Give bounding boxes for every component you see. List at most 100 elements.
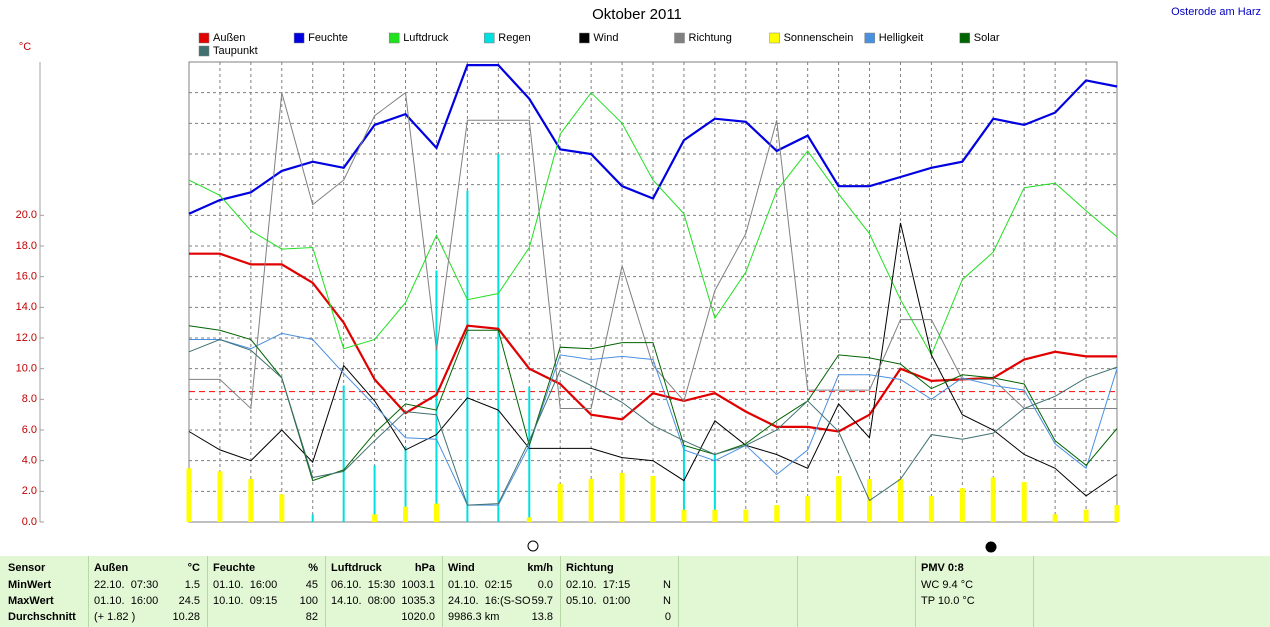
sun-bar	[897, 479, 903, 522]
sun-bar	[403, 506, 409, 522]
legend-label: Wind	[593, 32, 618, 44]
row-label: MaxWert	[8, 595, 54, 607]
y-tick-label: 16.0	[16, 271, 37, 283]
y-tick-label: 2.0	[22, 485, 37, 497]
cell-text: 24.10. 16:(S-SO	[448, 595, 531, 607]
legend-swatch	[864, 32, 875, 44]
series-line	[189, 332, 1118, 506]
y-tick-label: 18.0	[16, 240, 37, 252]
column-separator	[678, 556, 679, 627]
cell-value: 1020.0	[401, 611, 435, 623]
column-separator	[560, 556, 561, 627]
cell-value: 0	[664, 611, 671, 623]
cell-value: 45	[305, 579, 318, 591]
cell-value: 1035.3	[401, 595, 435, 607]
legend-swatch	[674, 32, 685, 44]
legend-swatch	[579, 32, 590, 44]
cell-value: 24.5	[178, 595, 200, 607]
sun-bar	[743, 509, 749, 522]
chart-title: Oktober 2011	[592, 6, 682, 23]
y-tick-label: 20.0	[16, 209, 37, 221]
cell-value: N	[663, 595, 671, 607]
sun-bar	[372, 514, 378, 522]
cell-value: °C	[187, 562, 200, 574]
rain-bar	[528, 387, 531, 522]
column-separator	[325, 556, 326, 627]
sun-bar	[712, 509, 718, 522]
legend-swatch	[959, 32, 971, 44]
sun-bar	[681, 509, 687, 522]
rain-bar	[466, 190, 469, 523]
series-line	[188, 338, 1118, 506]
sun-bar	[619, 472, 625, 522]
cell-text: 01.10. 16:00	[213, 579, 278, 591]
sun-bar	[588, 479, 594, 522]
rain-bar	[373, 465, 376, 522]
pmv-text: PMV 0:8	[921, 562, 964, 574]
location: Osterode am Harz	[1171, 6, 1261, 18]
sun-bar	[1052, 514, 1058, 522]
column-separator	[88, 556, 89, 627]
cell-value: 100	[299, 595, 318, 607]
y-tick-label: 8.0	[22, 393, 37, 405]
column-separator	[1033, 556, 1034, 627]
sun-bar	[990, 477, 996, 522]
column-separator	[207, 556, 208, 627]
series-line	[188, 325, 1118, 482]
legend-swatch	[198, 32, 210, 44]
legend-label: Regen	[498, 32, 530, 44]
legend-label: Feuchte	[308, 32, 348, 44]
rain-bar	[713, 454, 716, 522]
series-line	[188, 63, 1118, 215]
cell-value: 0.0	[537, 579, 553, 591]
sun-bar	[774, 505, 780, 522]
moon-new	[985, 541, 997, 553]
row-label: Sensor	[8, 562, 46, 574]
y-tick-label: 10.0	[16, 363, 37, 375]
cell-text: (+ 1.82 )	[94, 611, 136, 623]
legend-label: Luftdruck	[403, 32, 449, 44]
sun-bar	[1114, 505, 1120, 522]
cell-text: 14.10. 08:00	[331, 595, 396, 607]
rain-bar	[342, 385, 345, 522]
legend-swatch	[484, 32, 495, 44]
pmv-text: TP 10.0 °C	[921, 595, 975, 607]
legend-label: Helligkeit	[879, 32, 924, 44]
y-tick-label: 12.0	[16, 332, 37, 344]
cell-value: 82	[305, 611, 318, 623]
moon-full	[527, 540, 539, 552]
y-tick-label: 4.0	[22, 455, 37, 467]
rain-bar	[404, 446, 407, 522]
rain-bar	[435, 270, 438, 522]
sun-bar	[557, 483, 563, 522]
sun-bar	[928, 495, 934, 522]
cell-value: hPa	[414, 562, 435, 574]
cell-value: N	[663, 579, 671, 591]
cell-text: 10.10. 09:15	[213, 595, 278, 607]
sun-bar	[526, 517, 532, 522]
cell-text: 06.10. 15:30	[331, 579, 396, 591]
legend-label: Außen	[213, 32, 245, 44]
legend-label: Taupunkt	[213, 45, 258, 57]
legend-label: Solar	[974, 32, 1000, 44]
cell-value: 13.8	[531, 611, 553, 623]
cell-value: %	[308, 562, 318, 574]
cell-text: 02.10. 17:15	[566, 579, 631, 591]
sun-bar	[186, 468, 192, 522]
cell-text: Richtung	[566, 562, 614, 574]
sun-bar	[433, 503, 439, 522]
legend-swatch	[388, 32, 400, 44]
chart: Oktober 2011 Osterode am Harz °C 0.0 2.0 4…	[16, 6, 1261, 553]
sun-bar	[217, 471, 223, 522]
legend-swatch	[198, 45, 210, 57]
column-separator	[442, 556, 443, 627]
cell-value: 1.5	[184, 579, 200, 591]
rain-bar	[497, 154, 500, 522]
cell-text: Außen	[94, 562, 129, 574]
legend-label: Richtung	[689, 32, 732, 44]
cell-text: 01.10. 02:15	[448, 579, 513, 591]
sun-bar	[279, 494, 285, 522]
cell-text: 05.10. 01:00	[566, 595, 631, 607]
rain-bar	[311, 514, 314, 522]
